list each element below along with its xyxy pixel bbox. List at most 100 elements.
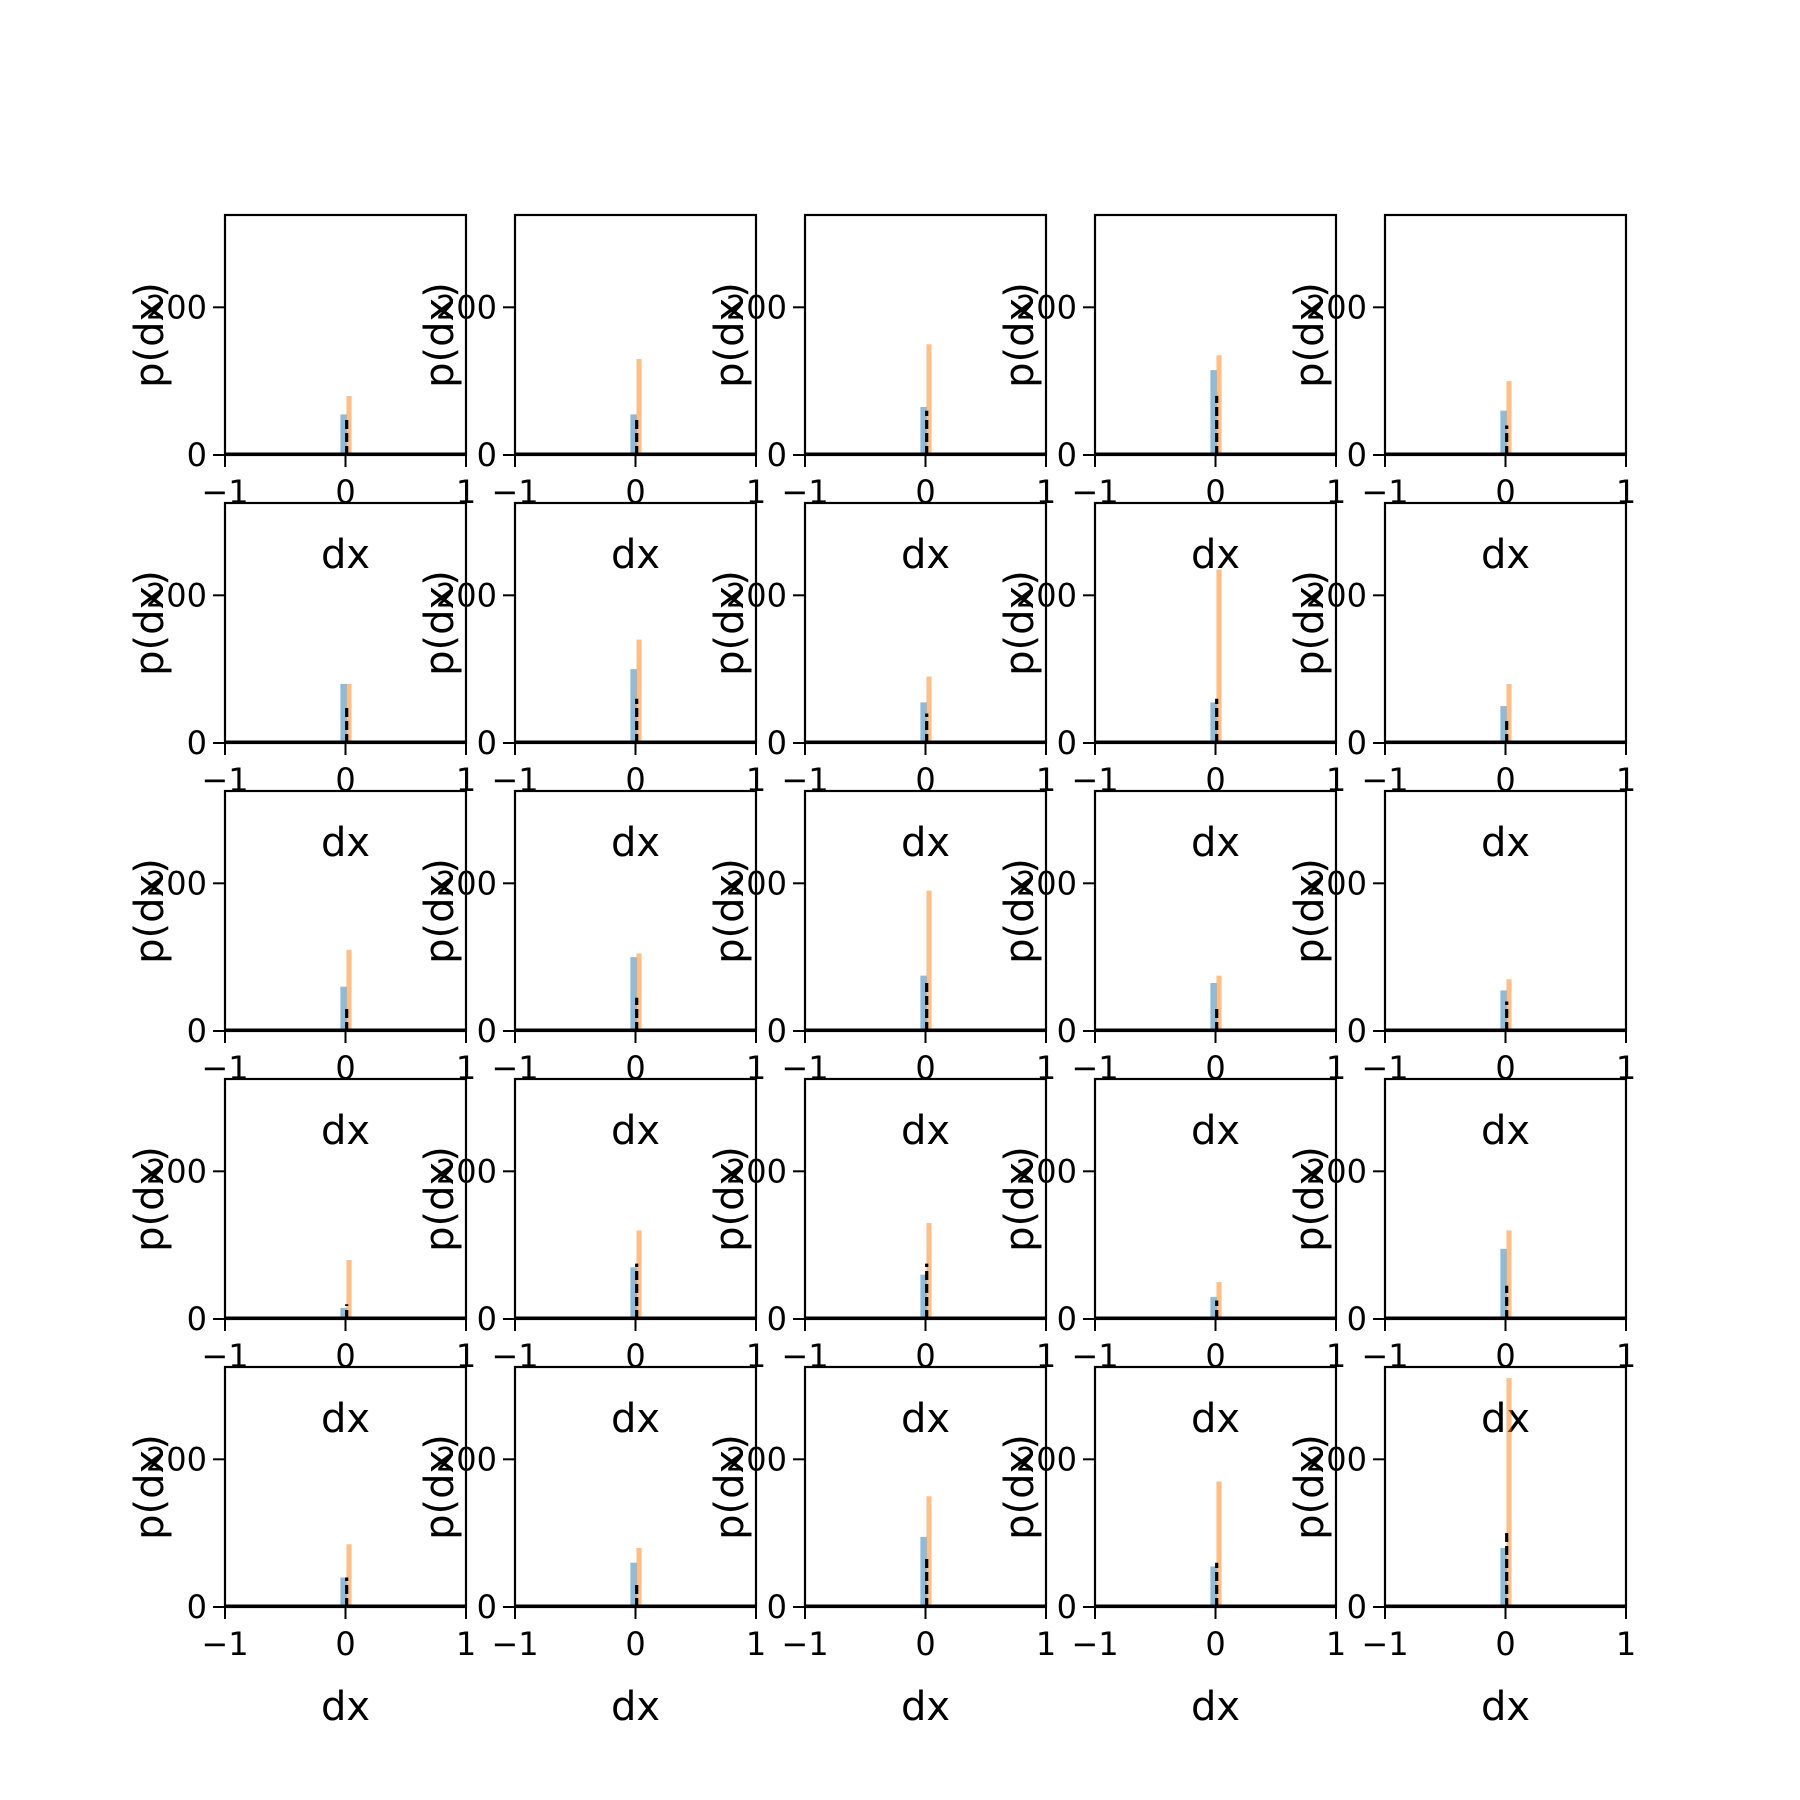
x-axis-label: dx bbox=[1481, 1684, 1530, 1730]
y-axis-label: p(dx) bbox=[997, 1434, 1043, 1540]
y-axis-label: p(dx) bbox=[127, 570, 173, 676]
y-tick-label: 200 bbox=[726, 864, 787, 902]
x-tick-label: 1 bbox=[1036, 1049, 1056, 1087]
y-tick-label: 200 bbox=[726, 1152, 787, 1190]
x-tick-label: 0 bbox=[625, 1049, 645, 1087]
y-tick-label: 200 bbox=[1016, 1440, 1077, 1478]
orange-histogram-peak bbox=[926, 890, 932, 1031]
y-axis-label: p(dx) bbox=[417, 858, 463, 964]
y-tick-label: 200 bbox=[436, 576, 497, 614]
blue-histogram-peak bbox=[630, 957, 637, 1031]
orange-histogram-peak bbox=[1506, 1230, 1512, 1319]
x-tick-label: 1 bbox=[746, 473, 766, 511]
y-tick-label: 200 bbox=[1016, 576, 1077, 614]
blue-histogram-peak bbox=[340, 1307, 347, 1319]
blue-histogram-peak bbox=[630, 669, 637, 743]
y-tick-label: 0 bbox=[477, 724, 497, 762]
x-tick-label: −1 bbox=[491, 1625, 538, 1663]
blue-histogram-peak bbox=[920, 702, 927, 743]
orange-histogram-peak bbox=[1506, 683, 1512, 743]
x-tick-label: 1 bbox=[1326, 1625, 1346, 1663]
orange-histogram-peak bbox=[1216, 355, 1222, 455]
x-axis-label: dx bbox=[611, 1396, 660, 1442]
x-tick-label: 0 bbox=[335, 1625, 355, 1663]
y-axis-label: p(dx) bbox=[417, 1146, 463, 1252]
orange-histogram-peak bbox=[926, 1223, 932, 1319]
y-axis-label: p(dx) bbox=[1287, 1146, 1333, 1252]
x-axis-label: dx bbox=[1191, 820, 1240, 866]
x-tick-label: 1 bbox=[746, 1337, 766, 1375]
x-axis-label: dx bbox=[321, 1108, 370, 1154]
orange-histogram-peak bbox=[636, 1547, 642, 1607]
y-tick-label: 200 bbox=[1306, 864, 1367, 902]
blue-histogram-peak bbox=[1210, 1566, 1217, 1607]
y-axis-label: p(dx) bbox=[127, 858, 173, 964]
x-tick-label: 0 bbox=[1495, 1049, 1515, 1087]
x-tick-label: 0 bbox=[915, 1049, 935, 1087]
y-tick-label: 0 bbox=[477, 1012, 497, 1050]
y-axis-label: p(dx) bbox=[1287, 1434, 1333, 1540]
y-tick-label: 0 bbox=[477, 1300, 497, 1338]
y-tick-label: 200 bbox=[1016, 1152, 1077, 1190]
y-tick-label: 0 bbox=[1057, 1300, 1077, 1338]
orange-histogram-peak bbox=[636, 1230, 642, 1319]
orange-histogram-peak bbox=[1506, 381, 1512, 455]
x-axis-label: dx bbox=[321, 1396, 370, 1442]
x-tick-label: 0 bbox=[1495, 1337, 1515, 1375]
x-axis-label: dx bbox=[321, 532, 370, 578]
x-tick-label: −1 bbox=[201, 1625, 248, 1663]
x-tick-label: 0 bbox=[1205, 761, 1225, 799]
x-axis-label: dx bbox=[1481, 820, 1530, 866]
y-axis-label: p(dx) bbox=[127, 1146, 173, 1252]
y-tick-label: 0 bbox=[1057, 1588, 1077, 1626]
y-tick-label: 0 bbox=[187, 436, 207, 474]
x-axis-label: dx bbox=[1481, 532, 1530, 578]
y-tick-label: 0 bbox=[1057, 436, 1077, 474]
blue-histogram-peak bbox=[1210, 983, 1217, 1031]
y-tick-label: 0 bbox=[187, 1012, 207, 1050]
x-tick-label: 1 bbox=[1326, 1337, 1346, 1375]
y-tick-label: 200 bbox=[726, 1440, 787, 1478]
orange-histogram-peak bbox=[926, 1496, 932, 1607]
blue-histogram-peak bbox=[1210, 1296, 1217, 1319]
x-tick-label: 1 bbox=[1036, 1337, 1056, 1375]
x-axis-label: dx bbox=[1191, 1396, 1240, 1442]
blue-histogram-peak bbox=[630, 1267, 637, 1319]
y-tick-label: 200 bbox=[726, 576, 787, 614]
y-tick-label: 200 bbox=[1306, 1440, 1367, 1478]
y-axis-label: p(dx) bbox=[997, 282, 1043, 388]
x-tick-label: 0 bbox=[1495, 761, 1515, 799]
orange-histogram-peak bbox=[1506, 979, 1512, 1031]
x-tick-label: 1 bbox=[1326, 1049, 1346, 1087]
y-tick-label: 200 bbox=[146, 1152, 207, 1190]
orange-histogram-peak bbox=[346, 949, 352, 1031]
x-tick-label: 1 bbox=[746, 1049, 766, 1087]
x-tick-label: −1 bbox=[1071, 1625, 1118, 1663]
x-tick-label: 0 bbox=[915, 761, 935, 799]
y-tick-label: 200 bbox=[436, 864, 497, 902]
x-axis-label: dx bbox=[901, 820, 950, 866]
y-tick-label: 200 bbox=[1306, 288, 1367, 326]
y-tick-label: 0 bbox=[187, 1300, 207, 1338]
y-axis-label: p(dx) bbox=[1287, 570, 1333, 676]
y-tick-label: 0 bbox=[1347, 1300, 1367, 1338]
y-tick-label: 200 bbox=[146, 864, 207, 902]
y-axis-label: p(dx) bbox=[707, 858, 753, 964]
blue-histogram-peak bbox=[920, 1536, 927, 1607]
blue-histogram-peak bbox=[1500, 706, 1507, 743]
blue-histogram-peak bbox=[630, 1562, 637, 1607]
x-tick-label: 0 bbox=[335, 1337, 355, 1375]
y-tick-label: 0 bbox=[767, 1300, 787, 1338]
x-axis-label: dx bbox=[1191, 1108, 1240, 1154]
